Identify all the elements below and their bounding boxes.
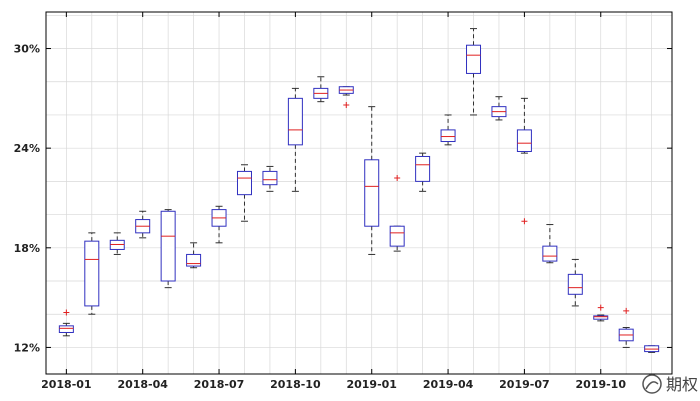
watermark-text: 期权: [666, 375, 698, 394]
x-tick-label: 2019-07: [499, 378, 550, 391]
box-item: [466, 28, 482, 116]
box-item: [542, 224, 558, 264]
box-item: [567, 258, 583, 307]
box-body: [542, 245, 558, 262]
box-item: [160, 209, 176, 289]
box-body: [186, 253, 202, 267]
box-item: [440, 114, 456, 146]
box-body: [262, 170, 278, 186]
outlier-marker: [343, 101, 350, 108]
box-item: [364, 106, 380, 255]
box-item: [313, 76, 329, 103]
y-tick-label: 24%: [14, 142, 40, 155]
box-item: [287, 87, 303, 192]
watermark: 期权: [642, 374, 698, 394]
box-item: [389, 175, 405, 252]
y-tick-label: 18%: [14, 242, 40, 255]
box-item: [262, 165, 278, 192]
box-body: [364, 159, 380, 227]
box-item: [211, 205, 227, 244]
outlier-marker: [521, 218, 528, 225]
box-body: [160, 210, 176, 282]
box-item: [644, 345, 660, 353]
x-tick-label: 2018-07: [194, 378, 245, 391]
box-item: [58, 309, 74, 337]
box-item: [84, 232, 100, 315]
x-tick-label: 2018-01: [41, 378, 92, 391]
x-tick-label: 2018-04: [117, 378, 168, 391]
box-body: [567, 273, 583, 295]
box-item: [236, 164, 252, 222]
box-body: [466, 44, 482, 74]
outlier-marker: [597, 304, 604, 311]
box-body: [58, 325, 74, 333]
box-item: [135, 210, 151, 239]
box-item: [593, 304, 609, 322]
x-tick-label: 2019-01: [346, 378, 397, 391]
box-body: [516, 129, 532, 152]
box-item: [109, 232, 125, 255]
watermark-logo-mark: [645, 381, 659, 390]
box-item: [338, 86, 354, 108]
box-body: [287, 97, 303, 146]
y-tick-label: 30%: [14, 43, 40, 56]
y-axis: 12% 18% 24% 30%: [14, 43, 672, 354]
watermark-logo-icon: [642, 374, 662, 394]
box-body: [415, 155, 431, 182]
box-item: [618, 307, 634, 348]
box-series: [58, 28, 660, 353]
box-item: [186, 242, 202, 269]
outlier-marker: [623, 307, 630, 314]
box-body: [84, 240, 100, 307]
box-item: [516, 97, 532, 225]
plot-frame: [45, 11, 673, 375]
outlier-marker: [63, 309, 70, 316]
x-tick-label: 2018-10: [270, 378, 321, 391]
x-tick-label: 2019-04: [423, 378, 474, 391]
x-axis: 2018-01 2018-04 2018-07 2018-10 2019-01 2019-…: [41, 12, 626, 391]
box-item: [491, 96, 507, 121]
x-tick-label: 2019-10: [575, 378, 626, 391]
outlier-marker: [394, 175, 401, 182]
box-body: [389, 225, 405, 247]
box-body: [236, 170, 252, 196]
box-item: [415, 152, 431, 192]
y-tick-label: 12%: [14, 341, 40, 354]
box-body: [593, 315, 609, 320]
box-body: [440, 129, 456, 143]
